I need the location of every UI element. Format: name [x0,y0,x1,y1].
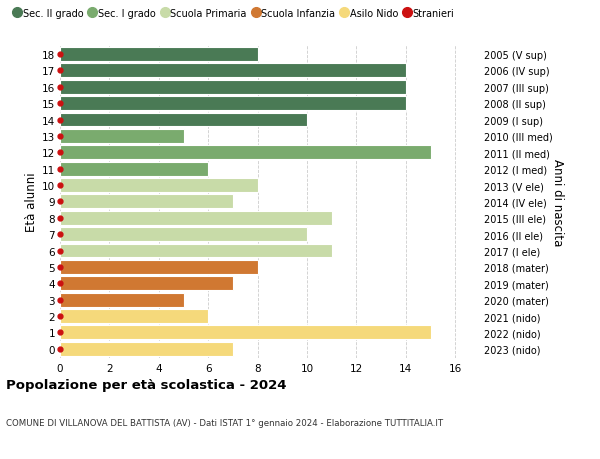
Bar [60,293,184,307]
Bar [60,228,307,241]
Bar [60,244,332,258]
Bar [60,64,406,78]
Bar [60,277,233,291]
Bar [60,129,184,144]
Text: COMUNE DI VILLANOVA DEL BATTISTA (AV) - Dati ISTAT 1° gennaio 2024 - Elaborazion: COMUNE DI VILLANOVA DEL BATTISTA (AV) - … [6,418,443,427]
Bar [60,162,208,176]
Bar [60,260,257,274]
Bar [60,195,233,209]
Y-axis label: Età alunni: Età alunni [25,172,38,232]
Text: Popolazione per età scolastica - 2024: Popolazione per età scolastica - 2024 [6,379,287,392]
Bar [60,81,406,95]
Bar [60,342,233,356]
Bar [60,97,406,111]
Bar [60,113,307,127]
Bar [60,179,257,193]
Y-axis label: Anni di nascita: Anni di nascita [551,158,564,246]
Bar [60,211,332,225]
Bar [60,48,257,62]
Legend: Sec. II grado, Sec. I grado, Scuola Primaria, Scuola Infanzia, Asilo Nido, Stran: Sec. II grado, Sec. I grado, Scuola Prim… [11,5,458,22]
Bar [60,326,431,340]
Bar [60,146,431,160]
Bar [60,309,208,323]
